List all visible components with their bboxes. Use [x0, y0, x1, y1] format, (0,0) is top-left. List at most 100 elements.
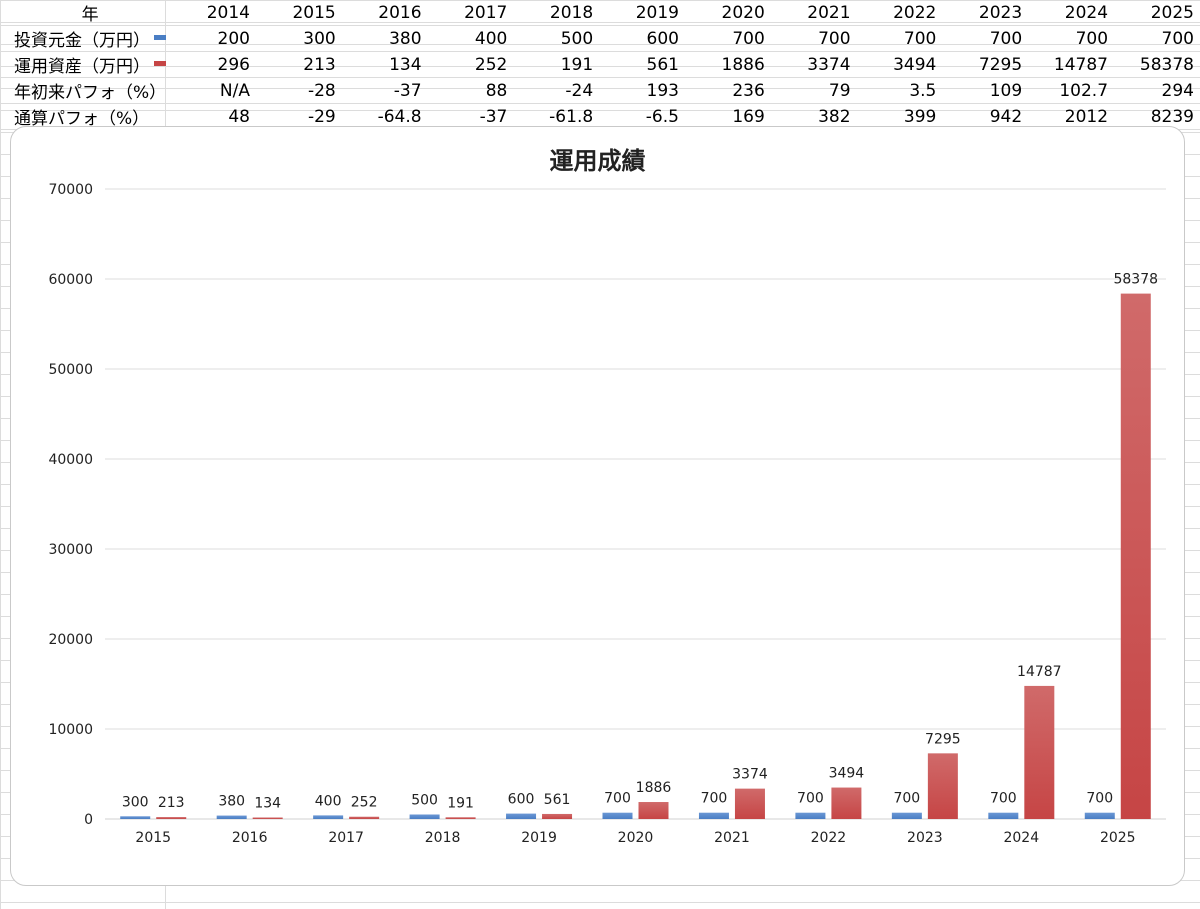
sheet-cell[interactable]: 200 [170, 25, 256, 52]
data-label: 58378 [1113, 272, 1158, 288]
sheet-row-label: 投資元金（万円） [0, 25, 171, 52]
sheet-row-label: 年初来パフォ（%） [0, 77, 171, 104]
sheet-cell[interactable]: 561 [599, 51, 685, 78]
sheet-row-label-text: 通算パフォ（%） [14, 109, 150, 129]
bar-assets[interactable] [542, 813, 573, 819]
sheet-cell[interactable]: N/A [170, 77, 256, 104]
sheet-cell[interactable]: 600 [599, 25, 685, 52]
sheet-cell[interactable]: 700 [942, 25, 1029, 52]
sheet-cell[interactable]: 500 [513, 25, 600, 52]
data-label: 700 [990, 791, 1017, 807]
bar-principal[interactable] [120, 816, 151, 819]
sheet-cell[interactable]: -24 [513, 77, 600, 104]
sheet-cell[interactable]: 399 [856, 103, 943, 130]
sheet-cell[interactable]: 193 [599, 77, 685, 104]
x-tick-label: 2019 [521, 830, 557, 846]
x-tick-label: 2021 [714, 830, 750, 846]
sheet-cell[interactable]: 3.5 [856, 77, 943, 104]
bar-assets[interactable] [1024, 685, 1055, 819]
sheet-cell[interactable]: 252 [427, 51, 514, 78]
sheet-cell[interactable]: 7295 [942, 51, 1029, 78]
sheet-cell[interactable]: 213 [255, 51, 342, 78]
data-label: 500 [411, 793, 438, 809]
data-label: 300 [122, 794, 149, 810]
sheet-cell[interactable]: 400 [427, 25, 514, 52]
sheet-cell[interactable]: 296 [170, 51, 256, 78]
data-label: 561 [544, 792, 571, 808]
bar-principal[interactable] [891, 812, 922, 819]
sheet-row-label: 運用資産（万円） [0, 51, 171, 78]
sheet-cell[interactable]: 169 [684, 103, 771, 130]
sheet-cell[interactable]: -37 [427, 103, 514, 130]
sheet-year-cell: 2020 [684, 0, 771, 26]
data-label: 380 [218, 794, 245, 810]
bar-assets[interactable] [831, 787, 862, 819]
sheet-cell[interactable]: 79 [770, 77, 857, 104]
sheet-year-cell: 2017 [427, 0, 514, 26]
sheet-cell[interactable]: 88 [427, 77, 514, 104]
bar-principal[interactable] [1084, 812, 1115, 819]
chart-area[interactable]: 運用成績 0 10000 20000 30000 40000 50000 60000 7000… [10, 126, 1185, 886]
legend-swatch [154, 35, 167, 40]
bar-assets[interactable] [927, 753, 958, 819]
sheet-header-label: 年 [0, 0, 171, 26]
sheet-cell[interactable]: 700 [1114, 25, 1200, 52]
y-tick-label: 20000 [48, 632, 93, 648]
sheet-cell[interactable]: 700 [856, 25, 943, 52]
sheet-row: 年初来パフォ（%） N/A -28 -37 88 -24 193 236 79 3.5 109 102… [0, 77, 1200, 104]
sheet-cell[interactable]: 102.7 [1028, 77, 1115, 104]
sheet-cell[interactable]: 236 [684, 77, 771, 104]
sheet-cell[interactable]: 134 [341, 51, 428, 78]
y-tick-label: 0 [84, 812, 93, 828]
bar-principal[interactable] [409, 814, 440, 820]
sheet-cell[interactable]: -37 [341, 77, 428, 104]
sheet-cell[interactable]: 382 [770, 103, 857, 130]
sheet-cell[interactable]: 14787 [1028, 51, 1115, 78]
bar-assets[interactable] [638, 802, 669, 819]
sheet-cell[interactable]: 191 [513, 51, 600, 78]
sheet-year-cell: 2018 [513, 0, 600, 26]
bar-principal[interactable] [216, 815, 247, 819]
sheet-cell[interactable]: 700 [1028, 25, 1115, 52]
bar-principal[interactable] [602, 812, 633, 819]
bar-principal[interactable] [698, 812, 729, 819]
x-tick-label: 2015 [135, 830, 171, 846]
sheet-cell[interactable]: 300 [255, 25, 342, 52]
sheet-cell[interactable]: 3494 [856, 51, 943, 78]
x-tick-label: 2016 [232, 830, 268, 846]
bar-assets[interactable] [445, 817, 476, 819]
bar-assets[interactable] [252, 817, 283, 820]
x-tick-label: 2022 [811, 830, 847, 846]
sheet-cell[interactable]: -28 [255, 77, 342, 104]
bar-assets[interactable] [1120, 293, 1151, 819]
sheet-cell[interactable]: 109 [942, 77, 1029, 104]
sheet-cell[interactable]: 700 [684, 25, 771, 52]
sheet-cell[interactable]: 380 [341, 25, 428, 52]
sheet-year-cell: 2021 [770, 0, 857, 26]
bar-principal[interactable] [313, 815, 344, 819]
bar-principal[interactable] [795, 812, 826, 819]
sheet-year-cell: 2024 [1028, 0, 1115, 26]
data-label: 134 [254, 796, 281, 812]
sheet-cell[interactable]: 58378 [1114, 51, 1200, 78]
sheet-cell[interactable]: 700 [770, 25, 857, 52]
bar-assets[interactable] [156, 817, 187, 819]
bar-principal[interactable] [506, 813, 537, 819]
x-tick-label: 2017 [328, 830, 364, 846]
sheet-cell[interactable]: -29 [255, 103, 342, 130]
data-sheet: 年 2014 2015 2016 2017 2018 2019 2020 2021 2022 202… [0, 0, 1200, 130]
data-label: 700 [893, 791, 920, 807]
sheet-cell[interactable]: 1886 [684, 51, 771, 78]
sheet-cell[interactable]: 2012 [1028, 103, 1115, 130]
bar-assets[interactable] [349, 816, 380, 819]
sheet-row-label-text: 投資元金（万円） [14, 31, 150, 51]
sheet-cell[interactable]: 3374 [770, 51, 857, 78]
sheet-header-row: 年 2014 2015 2016 2017 2018 2019 2020 2021 2022 202… [0, 0, 1200, 26]
bar-principal[interactable] [988, 812, 1019, 819]
y-tick-label: 30000 [48, 542, 93, 558]
sheet-cell[interactable]: -61.8 [513, 103, 600, 130]
sheet-cell[interactable]: 294 [1114, 77, 1200, 104]
bar-assets[interactable] [734, 788, 765, 819]
sheet-cell[interactable]: -64.8 [341, 103, 428, 130]
sheet-row: 運用資産（万円） 296 213 134 252 191 561 1886 3374 3494 72… [0, 51, 1200, 78]
